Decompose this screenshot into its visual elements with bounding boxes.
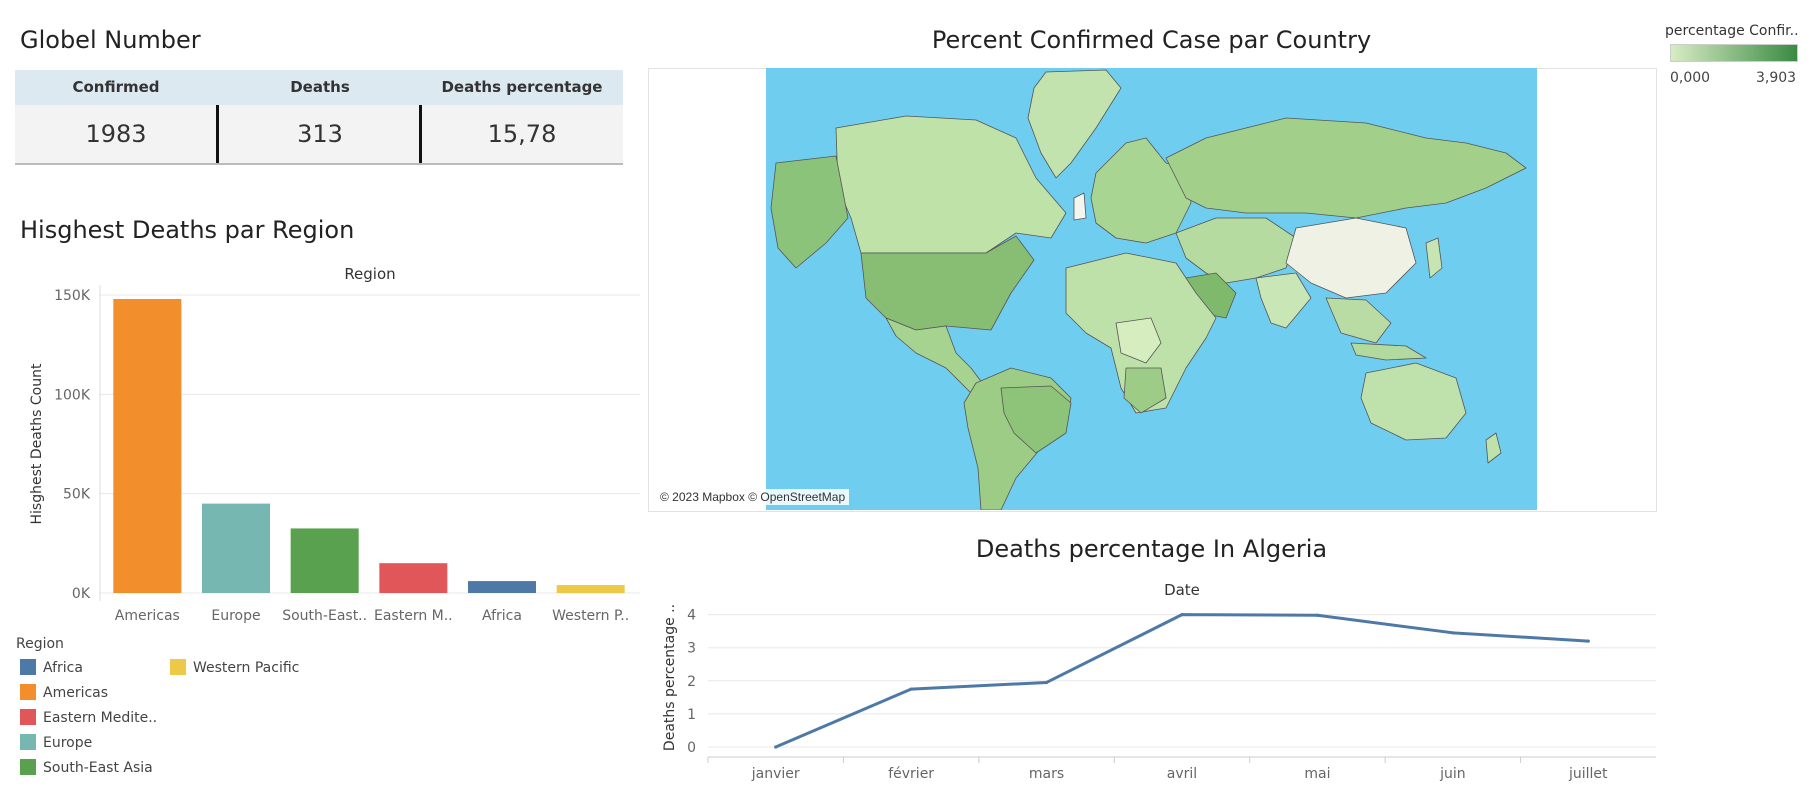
kpi-header-confirmed: Confirmed: [72, 78, 160, 96]
kpi-value-deaths: 313: [297, 120, 343, 148]
region-legend-title: Region: [16, 636, 64, 652]
legend-swatch: [20, 759, 36, 775]
map-country: [1000, 385, 1072, 454]
map-country: [1350, 342, 1427, 361]
legend-swatch: [170, 659, 186, 675]
bar-americas: [113, 298, 182, 593]
legend-swatch: [20, 734, 36, 750]
kpi-value-row: 1983 313 15,78: [15, 105, 623, 165]
line-x-tick-label: janvier: [751, 766, 800, 782]
kpi-header-row: Confirmed Deaths Deaths percentage: [15, 70, 623, 105]
map-color-legend-max: 3,903: [1756, 70, 1797, 86]
map-country: [1285, 217, 1417, 299]
map-country: [1090, 137, 1192, 244]
bar-x-axis-title: Region: [344, 265, 395, 283]
map-country: [1115, 317, 1162, 364]
map-country: [1073, 192, 1087, 221]
map-country: [1485, 432, 1502, 464]
line-point: [1315, 613, 1320, 617]
line-point: [1180, 613, 1184, 617]
map-country: [1360, 362, 1467, 441]
legend-item-africa[interactable]: Africa: [20, 658, 83, 678]
kpi-value-confirmed: 1983: [85, 120, 147, 148]
line-point: [1044, 680, 1049, 685]
map-attribution[interactable]: © 2023 Mapbox © OpenStreetMap: [656, 489, 850, 505]
bar-x-tick-label: Americas: [115, 608, 180, 624]
map-country: [1123, 367, 1167, 414]
kpi-title: Globel Number: [20, 26, 201, 54]
world-map-shapes: [770, 69, 1527, 510]
bar-eastern-m-: [379, 563, 448, 593]
kpi-header-deaths: Deaths: [290, 78, 350, 96]
map-country: [1425, 237, 1443, 279]
bar-x-tick-label: Western P..: [552, 608, 629, 624]
line-chart-title: Deaths percentage In Algeria: [975, 535, 1328, 563]
line-y-tick-label: 4: [687, 608, 696, 624]
line-y-tick-label: 2: [687, 674, 696, 690]
bar-y-axis-title: Hisghest Deaths Count: [29, 363, 45, 524]
map-country: [1027, 69, 1122, 179]
bar-y-tick-label: 50K: [63, 487, 91, 503]
map-country: [1165, 117, 1527, 219]
bar-x-tick-label: South-East..: [282, 608, 367, 624]
bar-x-tick-label: Eastern M..: [374, 608, 453, 624]
map-color-legend-min: 0,000: [1670, 70, 1711, 86]
bar-chart-title: Hisghest Deaths par Region: [20, 216, 355, 244]
line-point: [774, 745, 778, 749]
map-country: [885, 317, 987, 394]
kpi-separator: [216, 105, 219, 163]
map-country: [1325, 297, 1392, 344]
legend-swatch: [20, 684, 36, 700]
bar-south-east-: [290, 528, 359, 593]
bar-western-p-: [556, 585, 625, 593]
map-color-legend-bar: [1670, 44, 1798, 62]
kpi-value-deaths-percentage: 15,78: [487, 120, 557, 148]
line-y-tick-label: 0: [687, 740, 696, 756]
line-x-tick-label: juillet: [1568, 766, 1608, 782]
legend-item-americas[interactable]: Americas: [20, 683, 108, 703]
line-x-tick-label: juin: [1439, 766, 1466, 782]
region-legend[interactable]: Region Africa Americas Eastern Medite.. …: [16, 634, 316, 784]
map-title: Percent Confirmed Case par Country: [931, 26, 1372, 54]
line-x-tick-label: mars: [1029, 766, 1064, 782]
world-map[interactable]: [766, 68, 1537, 510]
bar-y-tick-label: 100K: [54, 387, 91, 403]
line-y-tick-label: 1: [687, 707, 696, 723]
line-y-axis-title: Deaths percentage ..: [662, 604, 678, 751]
line-x-tick-label: février: [888, 766, 934, 782]
line-chart[interactable]: Date Deaths percentage .. 0 1 2 3 4 janvier févr…: [648, 575, 1663, 787]
line-point: [909, 687, 913, 691]
bar-chart[interactable]: Region Hisghest Deaths Count 0K 50K 100K 150K…: [0, 255, 645, 625]
map-country: [1255, 272, 1312, 329]
map-color-legend-title: percentage Confir..: [1665, 23, 1799, 39]
legend-item-europe[interactable]: Europe: [20, 733, 92, 753]
legend-item-south-east-asia[interactable]: South-East Asia: [20, 758, 153, 778]
legend-swatch: [20, 709, 36, 725]
line-x-tick-label: avril: [1167, 766, 1197, 782]
bar-europe: [202, 503, 270, 593]
bar-x-tick-label: Europe: [211, 608, 260, 624]
bar-y-tick-label: 0K: [72, 586, 91, 602]
legend-swatch: [20, 659, 36, 675]
legend-item-eastern-mediterranean[interactable]: Eastern Medite..: [20, 708, 157, 728]
bar-x-tick-label: Africa: [482, 608, 522, 624]
legend-item-western-pacific[interactable]: Western Pacific: [170, 658, 299, 678]
line-point: [1451, 631, 1455, 635]
kpi-header-deaths-percentage: Deaths percentage: [441, 78, 603, 96]
bar-africa: [468, 581, 536, 593]
map-country: [770, 155, 849, 269]
line-x-axis-title: Date: [1164, 581, 1200, 599]
line-point: [1586, 639, 1590, 643]
map-country: [860, 235, 1035, 331]
kpi-separator: [419, 105, 422, 163]
map-country: [835, 115, 1067, 254]
line-x-tick-label: mai: [1304, 766, 1330, 782]
line-y-tick-label: 3: [687, 641, 696, 657]
bar-y-tick-label: 150K: [54, 288, 91, 304]
map-country: [1175, 217, 1297, 284]
